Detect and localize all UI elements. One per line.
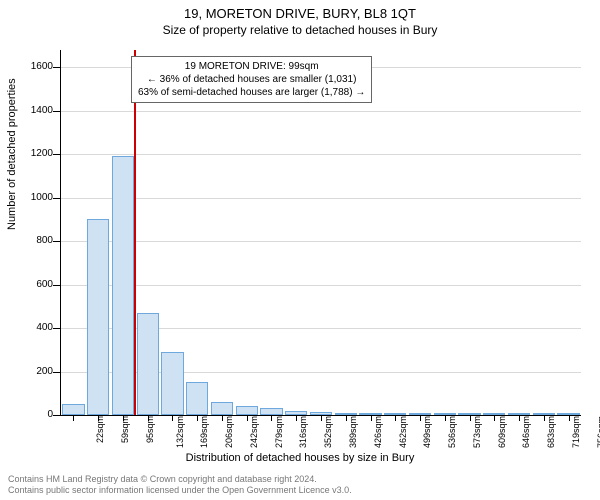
copyright-line-1: Contains HM Land Registry data © Crown c…	[8, 474, 592, 485]
x-tick-label: 279sqm	[275, 416, 284, 448]
grid-line	[61, 285, 581, 286]
histogram-bar	[137, 313, 159, 415]
y-tick-label: 0	[21, 410, 53, 420]
y-tick	[53, 415, 61, 416]
x-axis-title: Distribution of detached houses by size …	[0, 452, 600, 464]
x-tick	[247, 415, 248, 421]
y-tick	[53, 198, 61, 199]
histogram-bar	[62, 404, 84, 415]
callout-line-2: ← 36% of detached houses are smaller (1,…	[138, 73, 365, 86]
y-tick	[53, 285, 61, 286]
grid-line	[61, 154, 581, 155]
histogram-bar	[236, 406, 258, 415]
grid-line	[61, 241, 581, 242]
y-tick-label: 1200	[21, 149, 53, 159]
y-tick	[53, 111, 61, 112]
x-tick	[123, 415, 124, 421]
copyright-line-2: Contains public sector information licen…	[8, 485, 592, 496]
x-tick-label: 206sqm	[225, 416, 234, 448]
y-tick	[53, 67, 61, 68]
x-tick	[420, 415, 421, 421]
x-tick	[271, 415, 272, 421]
x-tick	[519, 415, 520, 421]
histogram-bar	[186, 382, 208, 415]
x-tick	[494, 415, 495, 421]
y-tick	[53, 154, 61, 155]
x-tick-label: 426sqm	[374, 416, 383, 448]
x-tick	[569, 415, 570, 421]
y-tick-label: 1600	[21, 62, 53, 72]
page-title: 19, MORETON DRIVE, BURY, BL8 1QT	[0, 0, 600, 21]
y-tick-label: 600	[21, 280, 53, 290]
y-axis-title: Number of detached properties	[6, 78, 18, 230]
y-tick	[53, 241, 61, 242]
y-tick-label: 1400	[21, 106, 53, 116]
x-tick	[148, 415, 149, 421]
histogram-chart: 0200400600800100012001400160022sqm59sqm9…	[60, 50, 581, 416]
x-tick-label: 646sqm	[522, 416, 531, 448]
grid-line	[61, 111, 581, 112]
x-tick	[395, 415, 396, 421]
x-tick	[296, 415, 297, 421]
x-tick-label: 683sqm	[547, 416, 556, 448]
x-tick-label: 389sqm	[349, 416, 358, 448]
y-tick-label: 800	[21, 236, 53, 246]
x-tick	[321, 415, 322, 421]
x-tick-label: 536sqm	[448, 416, 457, 448]
x-tick-label: 499sqm	[423, 416, 432, 448]
x-tick	[470, 415, 471, 421]
histogram-bar	[112, 156, 134, 415]
x-tick	[371, 415, 372, 421]
x-tick-label: 719sqm	[572, 416, 581, 448]
histogram-bar	[161, 352, 183, 415]
x-tick	[544, 415, 545, 421]
x-tick-label: 242sqm	[250, 416, 259, 448]
y-tick-label: 200	[21, 367, 53, 377]
x-tick-label: 132sqm	[176, 416, 185, 448]
x-tick-label: 573sqm	[473, 416, 482, 448]
x-tick-label: 609sqm	[498, 416, 507, 448]
y-tick-label: 400	[21, 323, 53, 333]
x-tick-label: 316sqm	[300, 416, 309, 448]
x-tick	[98, 415, 99, 421]
marker-callout: 19 MORETON DRIVE: 99sqm ← 36% of detache…	[131, 56, 372, 103]
y-tick	[53, 372, 61, 373]
x-tick-label: 462sqm	[399, 416, 408, 448]
x-tick	[346, 415, 347, 421]
marker-line	[134, 50, 136, 415]
x-tick	[73, 415, 74, 421]
grid-line	[61, 198, 581, 199]
histogram-bar	[87, 219, 109, 415]
y-tick-label: 1000	[21, 193, 53, 203]
x-tick	[172, 415, 173, 421]
callout-line-3: 63% of semi-detached houses are larger (…	[138, 86, 365, 99]
copyright-footer: Contains HM Land Registry data © Crown c…	[8, 474, 592, 496]
x-tick-label: 756sqm	[597, 416, 600, 448]
x-tick-label: 169sqm	[200, 416, 209, 448]
x-tick	[197, 415, 198, 421]
x-tick	[445, 415, 446, 421]
x-tick-label: 352sqm	[324, 416, 333, 448]
histogram-bar	[211, 402, 233, 415]
callout-line-1: 19 MORETON DRIVE: 99sqm	[138, 60, 365, 73]
y-tick	[53, 328, 61, 329]
page-subtitle: Size of property relative to detached ho…	[0, 21, 600, 37]
x-tick	[222, 415, 223, 421]
